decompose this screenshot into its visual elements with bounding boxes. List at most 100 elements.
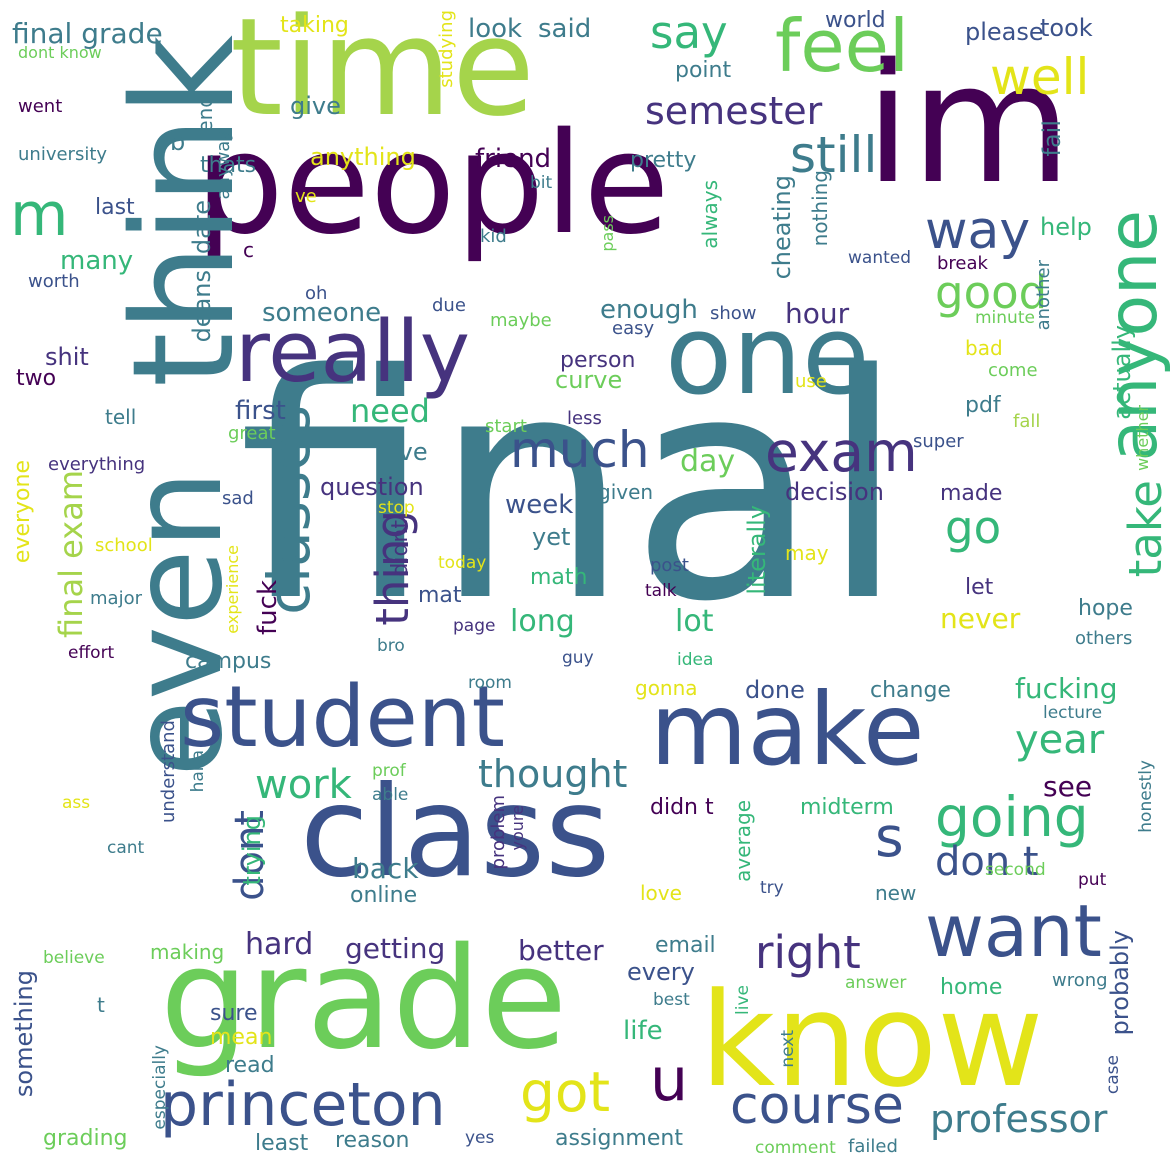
word-new: new: [875, 881, 917, 905]
word-youre: youre: [508, 805, 527, 851]
word-email: email: [655, 933, 716, 958]
word-don-t: don t: [935, 839, 1039, 885]
word-come: come: [988, 360, 1038, 381]
word-fall: fall: [1013, 411, 1041, 432]
word-best: best: [653, 990, 690, 1010]
word-another: another: [1033, 260, 1054, 331]
word-done: done: [745, 676, 805, 704]
word-sad: sad: [222, 488, 254, 509]
word-didn-t: didn t: [650, 795, 714, 820]
word-today: today: [438, 553, 487, 573]
word-great: great: [228, 423, 276, 444]
word-worth: worth: [28, 271, 80, 292]
word-online: online: [350, 883, 418, 908]
word-think: think: [103, 35, 266, 388]
word-bro: bro: [377, 636, 405, 656]
word-want: want: [925, 889, 1102, 973]
word-hard: hard: [245, 927, 314, 962]
word-know: know: [700, 964, 1044, 1116]
word-time: time: [230, 0, 536, 146]
word-b: b: [170, 128, 186, 156]
word-less: less: [567, 408, 602, 429]
word-love: love: [640, 881, 682, 905]
word-see: see: [1043, 770, 1093, 803]
word-super: super: [913, 431, 964, 452]
word-yes: yes: [465, 1128, 495, 1148]
word-shit: shit: [45, 343, 89, 371]
word-midterm: midterm: [800, 795, 894, 820]
word-assignment: assignment: [555, 1126, 683, 1151]
word-post: post: [650, 555, 689, 576]
word-easy: easy: [612, 318, 655, 339]
word-first: first: [235, 396, 286, 426]
word-got: got: [520, 1060, 611, 1124]
word-lecture: lecture: [1043, 703, 1103, 723]
word-year: year: [1015, 717, 1105, 763]
word-failed: failed: [848, 1136, 898, 1157]
word-still: still: [790, 126, 878, 184]
word-second: second: [985, 860, 1046, 880]
word-may: may: [785, 541, 829, 565]
word-semester: semester: [645, 89, 823, 133]
word-everything: everything: [48, 454, 146, 475]
word-wanted: wanted: [848, 248, 912, 268]
word-m: m: [10, 180, 69, 250]
word-course: course: [730, 1076, 904, 1136]
word-average: average: [731, 800, 755, 882]
word-student: student: [180, 668, 505, 767]
word-problem: problem: [488, 795, 509, 870]
word-take: take: [1119, 480, 1172, 578]
word-fail: fail: [1038, 120, 1066, 157]
word-taking: taking: [280, 13, 349, 38]
word-im: im: [865, 28, 1072, 220]
word-getting: getting: [345, 932, 446, 965]
word-t: t: [97, 993, 105, 1017]
word-actually: actually: [1108, 325, 1136, 420]
word-princeton: princeton: [160, 1070, 446, 1140]
word-trying: trying: [238, 815, 266, 886]
word-went: went: [18, 96, 63, 117]
word-change: change: [870, 678, 951, 703]
word-say: say: [650, 6, 728, 59]
word-cheating: cheating: [768, 175, 796, 280]
word-grade: grade: [160, 918, 568, 1081]
word-believe: believe: [43, 948, 105, 968]
word-class: class: [300, 760, 611, 905]
word-math: math: [530, 565, 588, 590]
word-start: start: [485, 416, 527, 437]
word-never: never: [940, 602, 1021, 635]
word-right: right: [755, 926, 861, 979]
word-well: well: [990, 48, 1090, 106]
word-use: use: [795, 371, 827, 392]
word-s: s: [875, 805, 904, 869]
word-mean: mean: [210, 1025, 273, 1050]
word-way: way: [925, 201, 1031, 261]
word-give: give: [290, 92, 341, 120]
word-put: put: [1078, 870, 1107, 890]
word-need: need: [350, 392, 430, 430]
word-given: given: [598, 480, 654, 504]
word-page: page: [453, 616, 496, 636]
word-fucking: fucking: [1015, 672, 1118, 705]
word-talk: talk: [645, 581, 677, 601]
word-good: good: [935, 266, 1048, 319]
word-really: really: [235, 303, 470, 402]
word-making: making: [150, 940, 225, 964]
word-re: re: [465, 535, 483, 555]
word-understand: understand: [158, 720, 179, 824]
word-break: break: [937, 253, 988, 274]
word-show: show: [710, 303, 757, 324]
word-lot: lot: [675, 604, 714, 639]
word-pass: pass: [598, 215, 617, 252]
word-reason: reason: [335, 1128, 410, 1153]
word-honestly: honestly: [1136, 760, 1156, 833]
word-room: room: [468, 673, 512, 693]
word-one: one: [665, 291, 870, 419]
word-stop: stop: [378, 498, 415, 518]
word-minute: minute: [975, 308, 1035, 328]
word-next: next: [778, 1030, 798, 1068]
word-probably: probably: [1106, 930, 1134, 1036]
word-fuck: fuck: [253, 580, 283, 635]
word-guy: guy: [562, 648, 594, 668]
